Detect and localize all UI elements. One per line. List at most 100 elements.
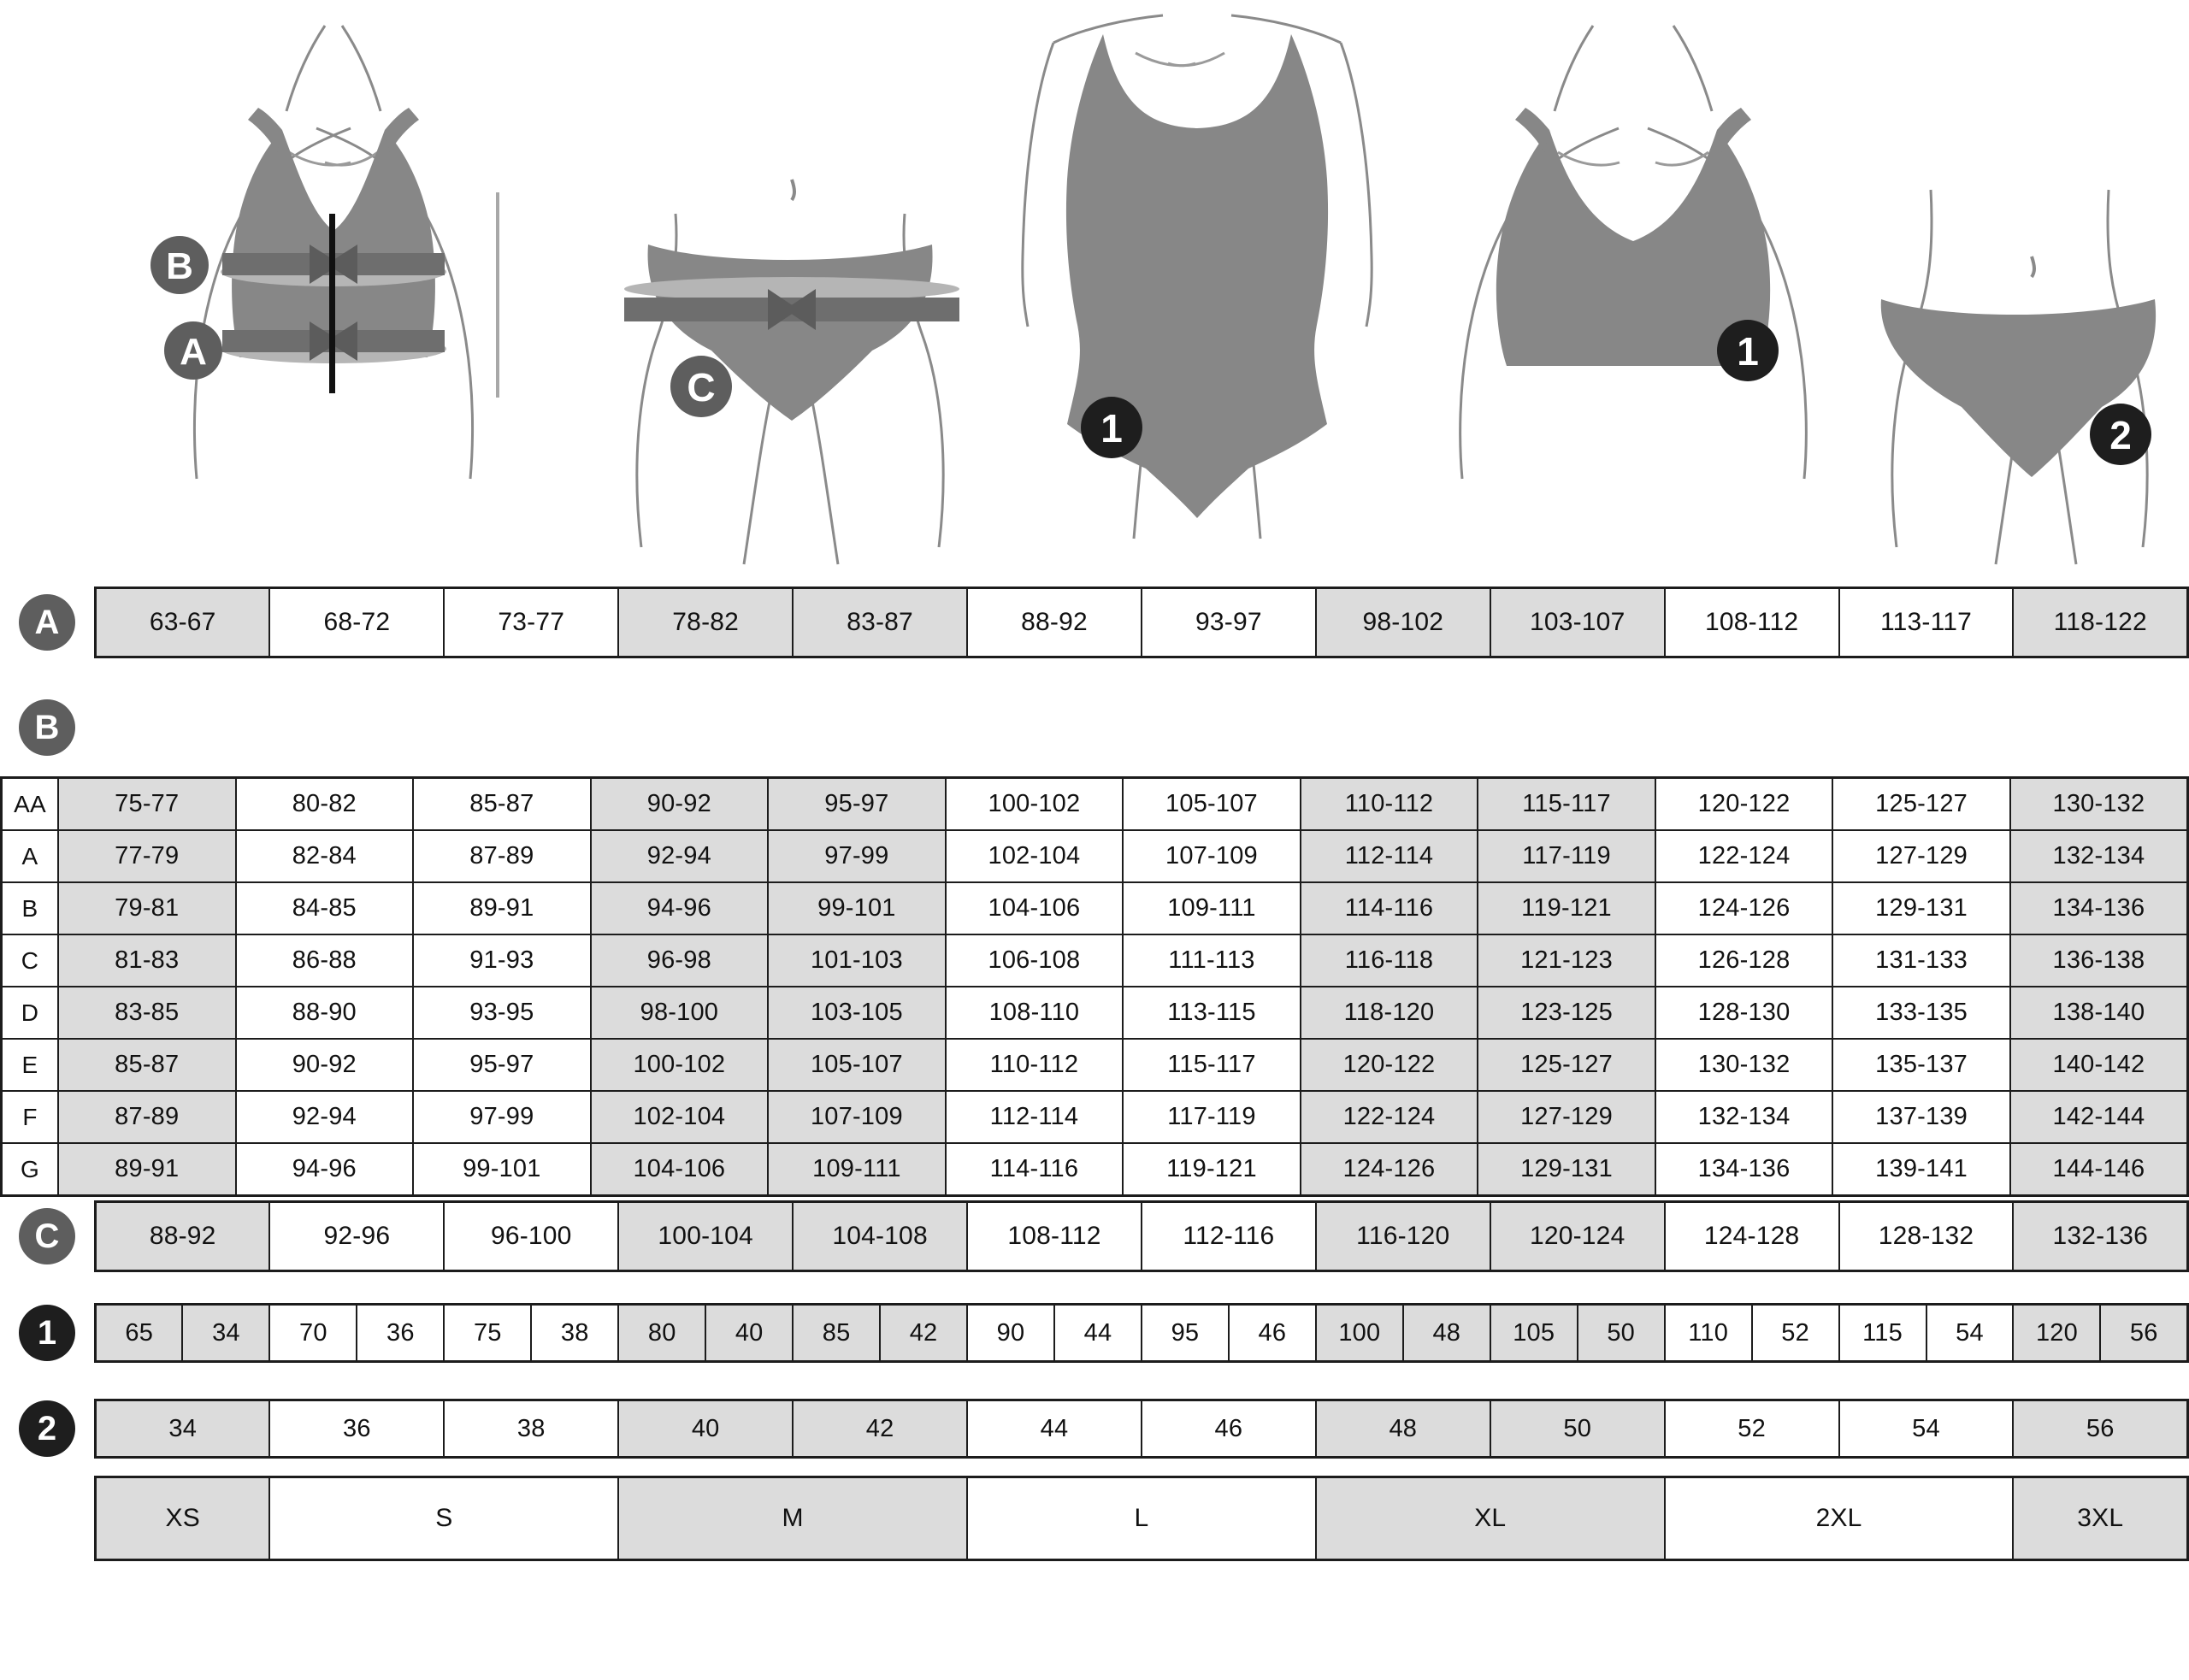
badge-c: C [19, 1208, 75, 1264]
bust-cell: 137-139 [1832, 1090, 2011, 1144]
bust-cell: 132-134 [2009, 829, 2189, 883]
bust-cell: 115-117 [1122, 1038, 1301, 1092]
bust-cell: 129-131 [1832, 881, 2011, 935]
underbust-cell: 78-82 [617, 587, 794, 658]
bust-cell: 144-146 [2009, 1142, 2189, 1197]
row-underbust: A 63-67 68-72 73-77 78-82 83-87 88-92 93-97 98-… [0, 587, 2189, 658]
hips-cell: 128-132 [1838, 1200, 2015, 1272]
bust-cell: 110-112 [944, 1038, 1124, 1092]
bust-cell: 138-140 [2009, 986, 2189, 1040]
bottom-size-cell: 36 [268, 1399, 445, 1459]
row-1-badge-cell: 1 [0, 1305, 94, 1361]
bust-cell: 94-96 [234, 1142, 415, 1197]
bust-cell: 102-104 [944, 829, 1124, 883]
bust-cell: 103-105 [767, 986, 947, 1040]
badge-1: 1 [19, 1305, 75, 1361]
row-letter-sizes: XS S M L XL 2XL 3XL [0, 1476, 2189, 1561]
svg-text:1: 1 [1100, 406, 1123, 451]
hips-cell: 132-136 [2012, 1200, 2189, 1272]
band-size-eu-cell: 80 [617, 1303, 707, 1363]
band-size-us-cell: 48 [1401, 1303, 1491, 1363]
bust-cell: 97-99 [767, 829, 947, 883]
bust-cell: 79-81 [57, 881, 237, 935]
bottom-size-cell: 44 [966, 1399, 1142, 1459]
hips-cell: 100-104 [617, 1200, 794, 1272]
table-row: AA 75-77 80-82 85-87 90-92 95-97 100-102 105-10… [0, 776, 2189, 831]
underbust-cell: 88-92 [966, 587, 1142, 658]
hips-cell: 124-128 [1663, 1200, 1840, 1272]
bust-cell: 90-92 [234, 1038, 415, 1092]
band-size-us-cell: 46 [1227, 1303, 1317, 1363]
badge-b-figure: B [150, 236, 209, 294]
swimsuit-shape [1065, 34, 1329, 518]
bust-cell: 122-124 [1654, 829, 1834, 883]
badge-c-figure: C [670, 356, 732, 417]
bust-cell: 92-94 [234, 1090, 415, 1144]
table-row: A 77-79 82-84 87-89 92-94 97-99 102-104 107-109… [0, 829, 2189, 883]
badge-1-bra: 1 [1717, 320, 1779, 381]
band-size-us-cell: 50 [1576, 1303, 1666, 1363]
bust-cell: 119-121 [1477, 881, 1656, 935]
bust-cell: 95-97 [767, 776, 947, 831]
bust-cell: 110-112 [1299, 776, 1479, 831]
bust-cell: 104-106 [589, 1142, 770, 1197]
band-size-eu-cell: 95 [1140, 1303, 1230, 1363]
letter-size-cell: S [268, 1476, 620, 1561]
bikini-bottom-figure: 2 [1873, 0, 2189, 573]
bust-cell: 130-132 [1654, 1038, 1834, 1092]
bust-cell: 102-104 [589, 1090, 770, 1144]
bust-cell: 93-95 [412, 986, 592, 1040]
badge-1-swimsuit: 1 [1081, 397, 1142, 458]
bust-cell: 122-124 [1299, 1090, 1479, 1144]
bust-cell: 82-84 [234, 829, 415, 883]
band-size-eu-cell: 85 [792, 1303, 882, 1363]
underbust-cell: 83-87 [792, 587, 969, 658]
bust-cell: 105-107 [767, 1038, 947, 1092]
band-size-us-cell: 34 [181, 1303, 271, 1363]
bra-top-shape [1496, 130, 1771, 366]
table-letter-sizes: XS S M L XL 2XL 3XL [94, 1476, 2189, 1561]
cup-size-header: C [0, 934, 59, 987]
bust-cell: 85-87 [57, 1038, 237, 1092]
underbust-cell: 68-72 [268, 587, 445, 658]
bust-cell: 77-79 [57, 829, 237, 883]
band-size-us-cell: 54 [1925, 1303, 2015, 1363]
bust-cell: 125-127 [1477, 1038, 1656, 1092]
bust-cell: 94-96 [589, 881, 770, 935]
badge-2-bikini: 2 [2090, 404, 2151, 465]
bust-cell: 106-108 [944, 934, 1124, 987]
bust-cell: 95-97 [412, 1038, 592, 1092]
band-size-us-cell: 44 [1053, 1303, 1142, 1363]
bust-cell: 114-116 [944, 1142, 1124, 1197]
bust-cell: 112-114 [1299, 829, 1479, 883]
hips-cell: 104-108 [792, 1200, 969, 1272]
bust-underbust-figure: B A [68, 0, 599, 573]
badge-b: B [19, 699, 75, 756]
row-b-badge-cell: B [19, 699, 75, 756]
bust-cell: 99-101 [412, 1142, 592, 1197]
letter-size-cell: 3XL [2012, 1476, 2189, 1561]
bottom-size-cell: 42 [792, 1399, 969, 1459]
band-size-us-cell: 52 [1750, 1303, 1840, 1363]
bust-cell: 97-99 [412, 1090, 592, 1144]
letter-size-cell: L [966, 1476, 1317, 1561]
bottom-size-cell: 38 [443, 1399, 620, 1459]
bottom-size-cell: 56 [2012, 1399, 2189, 1459]
bust-cell: 104-106 [944, 881, 1124, 935]
table-row: D 83-85 88-90 93-95 98-100 103-105 108-110 113-… [0, 986, 2189, 1040]
bust-cell: 123-125 [1477, 986, 1656, 1040]
bust-cell: 128-130 [1654, 986, 1834, 1040]
underbust-cell: 118-122 [2012, 587, 2189, 658]
underbust-cell: 103-107 [1489, 587, 1666, 658]
band-size-eu-cell: 120 [2012, 1303, 2102, 1363]
bust-cell: 89-91 [412, 881, 592, 935]
table-row: 63-67 68-72 73-77 78-82 83-87 88-92 93-97 98-10… [94, 587, 2189, 658]
bust-cell: 118-120 [1299, 986, 1479, 1040]
bust-cell: 85-87 [412, 776, 592, 831]
bust-cell: 139-141 [1832, 1142, 2011, 1197]
svg-text:B: B [166, 245, 193, 287]
bust-cell: 120-122 [1654, 776, 1834, 831]
cup-size-table: AA 75-77 80-82 85-87 90-92 95-97 100-102 105-10… [0, 776, 2189, 1197]
hips-cell: 88-92 [94, 1200, 271, 1272]
bust-cell: 116-118 [1299, 934, 1479, 987]
